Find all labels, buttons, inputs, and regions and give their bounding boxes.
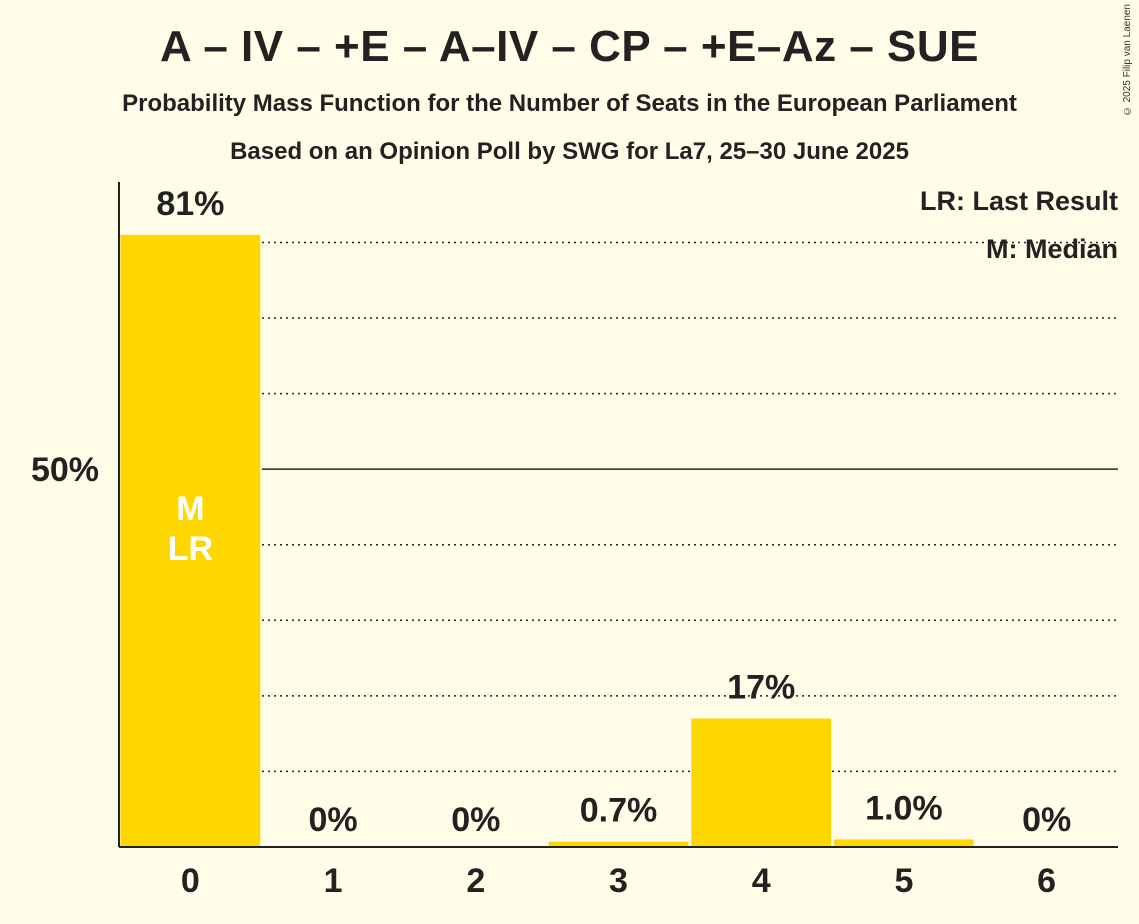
- bar-4: [691, 718, 832, 847]
- x-tick-label-5: 5: [894, 862, 913, 900]
- bar-5: [833, 839, 974, 847]
- data-label-6: 0%: [1022, 801, 1071, 839]
- x-tick-label-6: 6: [1037, 862, 1056, 900]
- x-tick-label-1: 1: [324, 862, 343, 900]
- legend-last-result: LR: Last Result: [920, 186, 1118, 216]
- median-marker: M: [176, 490, 204, 528]
- y-tick-label: 50%: [31, 451, 99, 489]
- last-result-marker: LR: [168, 530, 213, 568]
- data-label-2: 0%: [451, 801, 500, 839]
- x-tick-label-2: 2: [466, 862, 485, 900]
- data-label-5: 1.0%: [865, 789, 943, 827]
- legend-median: M: Median: [986, 234, 1118, 264]
- data-label-1: 0%: [309, 801, 358, 839]
- chart-subtitle: Probability Mass Function for the Number…: [122, 90, 1017, 117]
- chart-source: Based on an Opinion Poll by SWG for La7,…: [230, 138, 909, 165]
- data-label-3: 0.7%: [580, 792, 658, 830]
- data-label-0: 81%: [156, 185, 224, 223]
- bar-0: [120, 234, 261, 848]
- bar-3: [548, 841, 689, 847]
- x-tick-label-0: 0: [181, 862, 200, 900]
- chart-title: A – IV – +E – A–IV – CP – +E–Az – SUE: [159, 22, 980, 71]
- x-tick-label-3: 3: [609, 862, 628, 900]
- x-tick-label-4: 4: [752, 862, 771, 900]
- data-label-4: 17%: [727, 669, 795, 707]
